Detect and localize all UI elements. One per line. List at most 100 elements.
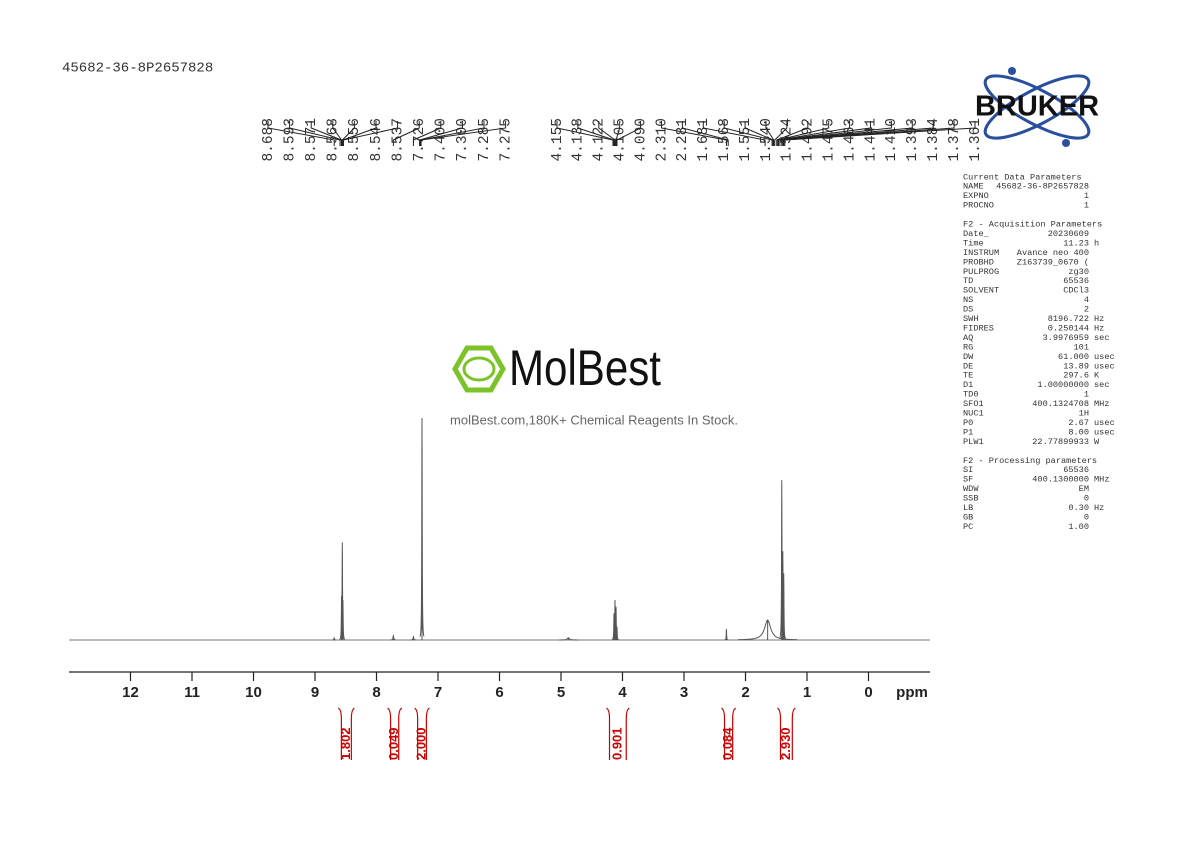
bruker-text: BRUKER — [975, 91, 1099, 123]
x-tick-label: 11 — [184, 684, 200, 701]
integral-label: 2.930 — [778, 727, 793, 760]
parameter-unit: h — [1094, 238, 1099, 248]
integral: 0.901 — [606, 707, 630, 760]
parameter-value: 1 — [1084, 201, 1089, 211]
peak-label: 8.688 — [261, 118, 277, 162]
peak-label: 8.571 — [304, 118, 320, 162]
peak-label: 1.475 — [822, 118, 838, 162]
parameter-key: EXPNO — [963, 191, 989, 201]
peak-label: 1.540 — [759, 118, 775, 162]
integral: 0.084 — [720, 707, 737, 760]
spectrum-peak — [724, 628, 729, 641]
parameter-key: SSB — [963, 494, 978, 504]
parameter-value: 8196.722 — [1048, 314, 1089, 324]
x-tick-label: 8 — [372, 684, 380, 701]
peak-connector — [778, 121, 851, 146]
peak-label: 2.281 — [675, 118, 691, 162]
parameter-key: LB — [963, 503, 973, 513]
parameter-value: 0 — [1084, 512, 1089, 522]
spectrum-peak — [781, 573, 787, 640]
parameter-key: PC — [963, 522, 973, 532]
peak-label: 4.122 — [592, 118, 608, 162]
peak-connector — [783, 121, 955, 146]
parameter-value: 22.77899933 — [1032, 437, 1089, 447]
parameter-unit: usec — [1094, 361, 1115, 371]
parameter-value: zg30 — [1068, 267, 1089, 277]
x-axis-label: ppm — [896, 684, 928, 701]
watermark-ring — [462, 356, 496, 382]
x-tick-label: 6 — [495, 684, 503, 701]
peak-connector — [702, 121, 766, 146]
integral: 2.000 — [413, 707, 430, 760]
peak-label: 8.537 — [390, 118, 406, 162]
parameter-key: Time — [963, 238, 984, 248]
peak-connector — [332, 121, 343, 146]
parameter-value: 400.1324708 — [1032, 399, 1089, 409]
parameter-key: RG — [963, 342, 973, 352]
x-tick-label: 7 — [434, 684, 442, 701]
logo-dot — [1062, 139, 1070, 147]
peak-connector — [776, 121, 809, 146]
integral-bracket — [777, 707, 796, 760]
parameter-value: EM — [1079, 484, 1089, 494]
peak-connector — [765, 121, 775, 146]
parameter-key: SI — [963, 465, 973, 475]
parameter-unit: Hz — [1094, 323, 1104, 333]
peak-label: 1.393 — [905, 118, 921, 162]
parameter-key: P1 — [963, 427, 973, 437]
spectrum-peak — [558, 637, 579, 641]
peak-connector — [598, 121, 616, 146]
peak-label: 7.300 — [455, 118, 471, 162]
parameter-value: 65536 — [1063, 465, 1089, 475]
parameter-value: 1.00 — [1068, 522, 1089, 532]
peak-label: 2.310 — [654, 118, 670, 162]
parameter-key: SWH — [963, 314, 978, 324]
parameter-key: NAME — [963, 182, 984, 192]
peak-connector — [661, 121, 727, 146]
parameter-unit: MHz — [1094, 475, 1109, 485]
bruker-logo: BRUKER — [975, 67, 1099, 147]
peak-connector — [341, 121, 355, 146]
peak-connector — [342, 121, 399, 146]
parameter-value: 45682-36-8P2657828 — [996, 182, 1089, 192]
parameter-key: PROCNO — [963, 201, 994, 211]
parameter-unit: sec — [1094, 333, 1109, 343]
integral-bracket — [721, 707, 737, 760]
peak-label: 4.090 — [633, 118, 649, 162]
parameter-section-title: Current Data Parameters — [963, 172, 1082, 182]
peak-connector — [392, 121, 420, 146]
parameter-value: 0 — [1084, 494, 1089, 504]
peak-label: 1.568 — [717, 118, 733, 162]
parameter-value: CDCl3 — [1063, 286, 1089, 296]
parameter-value: 3.9976959 — [1043, 333, 1089, 343]
peak-connector — [777, 121, 830, 146]
parameter-value: 13.89 — [1063, 361, 1089, 371]
sample-name: 45682-36-8P2657828 — [62, 61, 213, 77]
parameter-key: SFO1 — [963, 399, 984, 409]
parameter-value: 61.000 — [1058, 352, 1089, 362]
parameter-key: GB — [963, 512, 973, 522]
parameter-key: TD0 — [963, 390, 978, 400]
peak-connector — [289, 121, 341, 146]
parameter-value: 20230609 — [1048, 229, 1089, 239]
x-tick-label: 3 — [680, 684, 688, 701]
parameter-key: Date_ — [963, 229, 990, 239]
parameter-value: 2 — [1084, 305, 1089, 315]
integral-bracket — [414, 707, 430, 760]
peak-connector — [779, 121, 871, 146]
integral: 0.049 — [386, 707, 403, 760]
parameter-key: PULPROG — [963, 267, 999, 277]
watermark-hexagon — [452, 345, 506, 393]
peak-label: 7.285 — [477, 118, 493, 162]
integral-bracket — [606, 707, 630, 760]
peak-connector — [781, 121, 892, 146]
peak-label: 4.155 — [550, 118, 566, 162]
parameter-value: 1 — [1084, 390, 1089, 400]
watermark-brand: MolBest — [509, 340, 661, 396]
parameter-value: Avance neo 400 — [1017, 248, 1089, 258]
x-tick-label: 0 — [864, 684, 872, 701]
parameter-value: 297.6 — [1063, 371, 1089, 381]
spectrum-peak — [340, 600, 346, 640]
peak-connector — [267, 121, 335, 146]
parameter-value: 0.250144 — [1048, 323, 1089, 333]
